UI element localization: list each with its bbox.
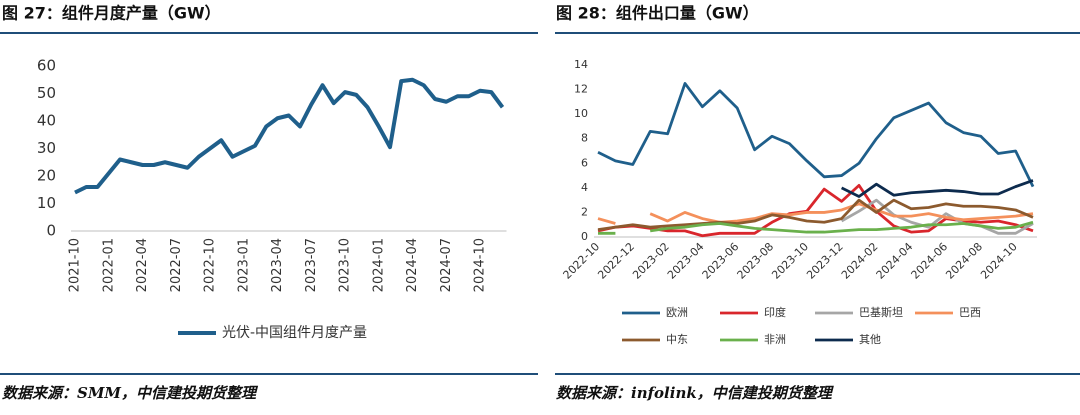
legend-label: 巴西 <box>959 306 981 319</box>
x-tick-label: 2022-07 <box>169 238 184 292</box>
x-tick-label: 2024-04 <box>874 240 916 282</box>
x-tick-label: 2024-07 <box>439 238 454 292</box>
x-tick-label: 2022-10 <box>203 238 218 292</box>
y-tick-label: 60 <box>37 57 56 75</box>
x-tick-label: 2024-01 <box>371 238 386 292</box>
series-line <box>840 179 1034 198</box>
x-tick-label: 2022-10 <box>561 240 603 282</box>
x-tick-label: 2022-12 <box>595 240 637 282</box>
y-tick-label: 2 <box>581 205 588 218</box>
chart-title: 图 28：组件出口量（GW） <box>556 4 759 23</box>
x-tick-label: 2023-07 <box>304 238 319 292</box>
x-tick-label: 2023-04 <box>270 238 285 292</box>
legend-label: 印度 <box>764 305 786 319</box>
y-tick-label: 10 <box>37 194 56 212</box>
x-tick-label: 2024-10 <box>473 238 488 292</box>
series-line <box>597 198 1034 232</box>
x-tick-label: 2024-06 <box>909 240 951 282</box>
legend-label: 中东 <box>666 333 688 346</box>
x-tick-label: 2023-06 <box>700 240 742 282</box>
x-tick-label: 2023-02 <box>630 240 672 282</box>
x-tick-label: 2024-10 <box>978 240 1020 282</box>
y-tick-label: 4 <box>581 181 588 194</box>
x-tick-label: 2024-04 <box>405 238 420 292</box>
series-line <box>74 77 505 195</box>
x-tick-label: 2023-01 <box>236 238 251 292</box>
legend-label: 巴基斯坦 <box>859 305 903 319</box>
y-tick-label: 10 <box>574 107 588 120</box>
x-tick-label: 2022-01 <box>101 238 116 292</box>
legend-label: 非洲 <box>764 333 786 346</box>
y-tick-label: 30 <box>37 139 56 157</box>
x-tick-label: 2024-02 <box>839 240 881 282</box>
y-tick-label: 20 <box>37 167 56 185</box>
y-tick-label: 6 <box>581 156 588 169</box>
y-tick-label: 0 <box>581 230 588 243</box>
y-tick-label: 8 <box>581 132 588 145</box>
x-tick-label: 2022-04 <box>135 238 150 292</box>
x-tick-label: 2023-04 <box>665 240 707 282</box>
source-note: 数据来源：SMM，中信建投期货整理 <box>2 384 259 402</box>
legend-label: 其他 <box>859 333 881 346</box>
x-tick-label: 2021-10 <box>68 238 83 292</box>
x-tick-label: 2023-08 <box>735 240 777 282</box>
x-tick-label: 2024-08 <box>943 240 985 282</box>
series-line <box>840 198 1034 235</box>
x-tick-label: 2023-10 <box>338 238 353 292</box>
y-tick-label: 14 <box>574 58 588 71</box>
source-note: 数据来源：infolink，中信建投期货整理 <box>556 384 835 402</box>
x-tick-label: 2023-12 <box>804 240 846 282</box>
x-tick-label: 2023-10 <box>769 240 811 282</box>
legend-label: 欧洲 <box>666 306 688 319</box>
series-line <box>598 220 1034 235</box>
y-tick-label: 0 <box>46 222 56 240</box>
y-tick-label: 40 <box>37 112 56 130</box>
y-tick-label: 50 <box>37 84 56 102</box>
legend-label: 光伏-中国组件月度产量 <box>222 325 367 341</box>
chart-title: 图 27：组件月度产量（GW） <box>2 4 221 23</box>
y-tick-label: 12 <box>574 83 588 96</box>
series-line <box>597 202 1034 225</box>
series-line <box>597 82 1035 188</box>
